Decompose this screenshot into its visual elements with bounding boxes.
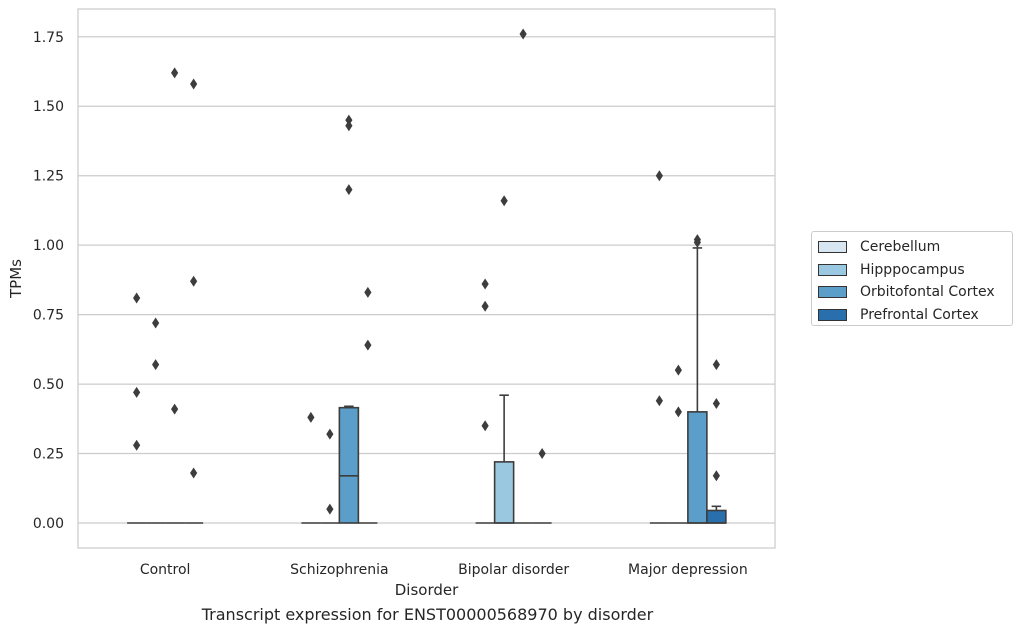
y-tick-label: 0.50 — [33, 377, 64, 393]
outlier-point — [326, 503, 334, 515]
outlier-point — [171, 67, 179, 79]
outlier-point — [500, 195, 508, 207]
legend-item: Hipppocampus — [818, 259, 1012, 282]
legend-label: Orbitofontal Cortex — [860, 284, 995, 301]
outlier-point — [171, 403, 179, 415]
y-tick-label: 0.25 — [33, 447, 64, 463]
outlier-point — [190, 275, 198, 287]
x-axis-label: Disorder — [395, 581, 459, 599]
outlier-point — [190, 78, 198, 90]
y-tick-label: 1.25 — [33, 169, 64, 185]
grid-lines — [78, 36, 775, 524]
y-tick-label: 1.00 — [33, 238, 64, 254]
x-axis-ticks: Control Schizophrenia Bipolar disorder Majo… — [140, 562, 748, 578]
legend-item: Orbitofontal Cortex — [818, 281, 1012, 304]
box-1-1 — [320, 428, 340, 524]
legend: Cerebellum Hipppocampus Orbitofontal Corte… — [811, 231, 1013, 326]
outlier-point — [152, 359, 160, 371]
y-tick-label: 1.50 — [33, 99, 64, 115]
box-1-2 — [493, 195, 515, 524]
box-3-3 — [706, 359, 727, 524]
outlier-point — [307, 411, 315, 423]
box-3-2 — [532, 448, 552, 524]
box-1-0 — [146, 317, 166, 524]
outlier-point — [345, 114, 353, 126]
box-2-0 — [165, 67, 185, 524]
x-tick-label: Control — [140, 562, 191, 578]
outlier-point — [655, 395, 663, 407]
box-2-2 — [513, 28, 533, 524]
x-tick-label: Major depression — [628, 562, 748, 578]
outlier-point — [538, 448, 546, 460]
outlier-point — [345, 184, 353, 196]
outlier-point — [674, 406, 682, 418]
box-body — [493, 461, 515, 524]
legend-swatch — [818, 263, 847, 276]
legend-item: Cerebellum — [818, 236, 1012, 259]
outlier-point — [693, 236, 701, 248]
box-body — [687, 411, 708, 524]
outlier-point — [133, 292, 141, 304]
outlier-point — [655, 170, 663, 182]
outlier-point — [364, 286, 372, 298]
plot-area — [77, 8, 776, 549]
box-0-2 — [475, 278, 495, 524]
outlier-point — [364, 339, 372, 351]
outlier-point — [519, 28, 527, 40]
y-tick-label: 1.75 — [33, 30, 64, 46]
box-0-0 — [127, 292, 147, 524]
legend-swatch — [818, 308, 847, 321]
outlier-point — [481, 278, 489, 290]
outlier-point — [674, 364, 682, 376]
chart-caption: Transcript expression for ENST0000056897… — [201, 605, 654, 624]
outlier-point — [481, 300, 489, 312]
outlier-point — [133, 386, 141, 398]
y-axis-label: TPMs — [7, 259, 25, 299]
outlier-point — [326, 428, 334, 440]
outlier-point — [345, 120, 353, 132]
box-2-1 — [338, 114, 360, 524]
box-1-3 — [668, 364, 688, 524]
y-tick-label: 0.00 — [33, 516, 64, 532]
x-tick-label: Bipolar disorder — [458, 562, 569, 578]
outlier-point — [712, 470, 720, 482]
legend-label: Prefrontal Cortex — [860, 306, 979, 323]
legend-item: Prefrontal Cortex — [818, 304, 1012, 327]
outlier-point — [712, 359, 720, 371]
outlier-point — [133, 439, 141, 451]
legend-label: Hipppocampus — [860, 261, 965, 278]
box-body — [338, 406, 360, 524]
box-3-1 — [358, 286, 378, 524]
box-0-1 — [301, 411, 321, 524]
legend-label: Cerebellum — [860, 239, 941, 256]
outlier-point — [481, 420, 489, 432]
box-0-3 — [649, 170, 669, 524]
x-tick-label: Schizophrenia — [290, 562, 388, 578]
box-3-0 — [184, 78, 204, 524]
outlier-point — [190, 467, 198, 479]
outlier-point — [152, 317, 160, 329]
chart-marks — [127, 28, 727, 524]
box-2-3 — [687, 234, 708, 524]
y-axis-ticks: 0.00 0.25 0.50 0.75 1.00 1.25 1.50 1.75 — [33, 30, 64, 532]
outlier-point — [712, 398, 720, 410]
box-body — [706, 509, 727, 524]
legend-swatch — [818, 241, 847, 254]
legend-swatch — [818, 286, 847, 299]
y-tick-label: 0.75 — [33, 308, 64, 324]
